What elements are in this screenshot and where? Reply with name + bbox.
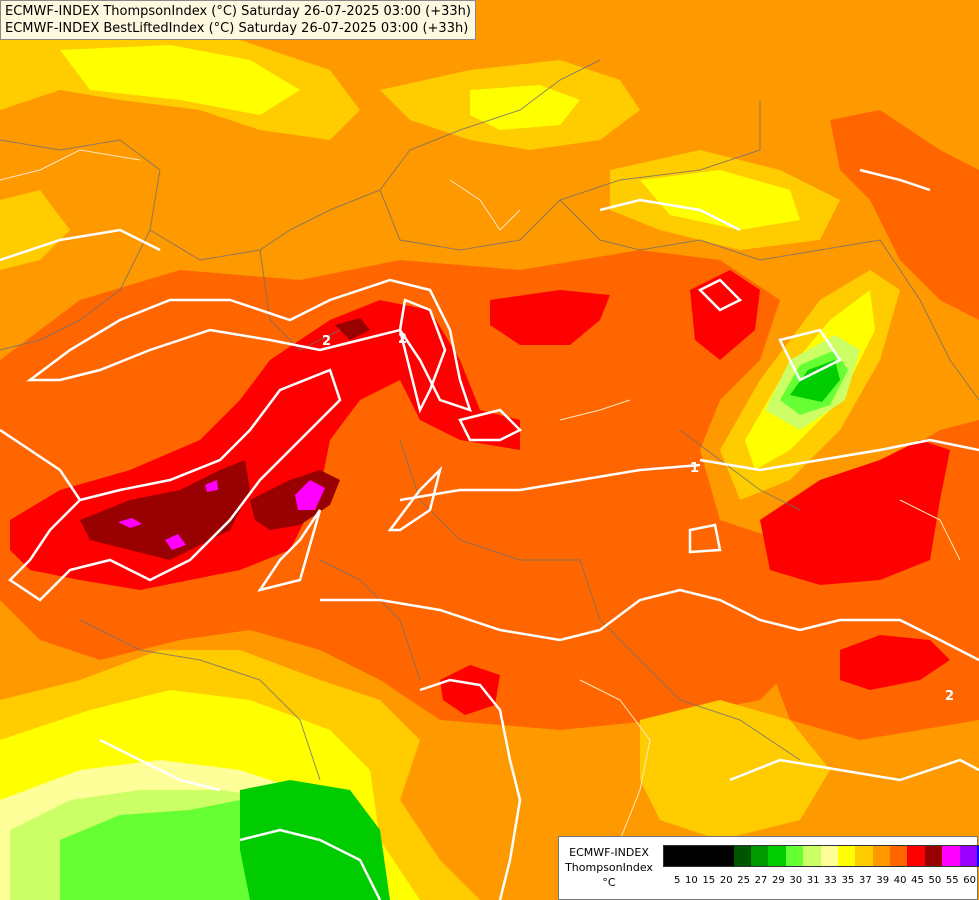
field-yellow — [0, 30, 840, 270]
title-thompson-index: ECMWF-INDEX ThompsonIndex (°C) Saturday … — [5, 4, 471, 19]
legend-swatch — [855, 846, 873, 866]
legend-parameter: ThompsonIndex — [565, 861, 653, 874]
legend-model: ECMWF-INDEX — [569, 846, 649, 859]
contour-labels: 2 2 1 2 — [322, 332, 954, 704]
map-title: ECMWF-INDEX ThompsonIndex (°C) Saturday … — [0, 0, 476, 40]
legend-tick: 60 — [963, 875, 977, 886]
legend-swatch — [698, 846, 717, 866]
field-magenta — [118, 480, 325, 550]
legend-tick: 29 — [772, 875, 785, 886]
legend-tick: 5 — [674, 875, 681, 886]
legend-swatch — [907, 846, 925, 866]
legend-swatch — [872, 846, 891, 866]
legend-tick: 40 — [893, 875, 907, 886]
legend-swatch — [681, 846, 699, 866]
country-borders — [0, 59, 979, 781]
title-best-lifted-index: ECMWF-INDEX BestLiftedIndex (°C) Saturda… — [5, 21, 469, 36]
legend-tick: 35 — [841, 875, 855, 886]
contour-label: 2 — [398, 332, 407, 347]
contour-label: 1 — [690, 461, 699, 476]
legend-tick: 45 — [911, 875, 924, 886]
legend-swatch — [803, 846, 821, 866]
pale-contours — [0, 149, 961, 841]
legend-tick: 31 — [806, 875, 820, 886]
legend-tick: 25 — [737, 875, 750, 886]
legend-swatch — [837, 846, 856, 866]
lifted-index-contours — [0, 168, 979, 900]
legend-tick: 27 — [754, 875, 768, 886]
legend-tick: 15 — [702, 875, 716, 886]
legend-tick: 39 — [876, 875, 890, 886]
contour-label: 2 — [945, 689, 954, 704]
legend-swatches — [663, 845, 979, 867]
legend-swatch — [733, 846, 751, 866]
legend-tick: 37 — [858, 875, 872, 886]
legend-tick: 30 — [789, 875, 803, 886]
legend-swatch — [768, 846, 786, 866]
legend-swatch — [716, 846, 734, 866]
legend-tick: 55 — [945, 875, 959, 886]
legend-swatch — [750, 846, 769, 866]
legend-unit: °C — [602, 876, 616, 889]
contour-label: 2 — [322, 334, 331, 349]
legend-tick: 20 — [719, 875, 733, 886]
legend-swatch — [664, 846, 682, 866]
legend-swatch — [890, 846, 908, 866]
legend-swatch — [785, 846, 804, 866]
legend-swatch — [959, 846, 978, 866]
legend-swatch — [977, 846, 979, 866]
legend-tick: 10 — [685, 875, 698, 886]
field-east-band — [720, 270, 900, 500]
legend-label: ECMWF-INDEX ThompsonIndex °C — [561, 845, 657, 890]
legend-swatch — [924, 846, 943, 866]
legend-tick: 33 — [824, 875, 837, 886]
legend-swatch — [942, 846, 960, 866]
legend-tick: 50 — [928, 875, 942, 886]
legend-ticks: 5 10 15 20 25 27 29 30 31 33 35 37 39 40 45 50 55 60 — [663, 875, 976, 886]
color-legend: ECMWF-INDEX ThompsonIndex °C 5 10 15 20 25 27… — [558, 836, 979, 900]
legend-swatch — [820, 846, 838, 866]
